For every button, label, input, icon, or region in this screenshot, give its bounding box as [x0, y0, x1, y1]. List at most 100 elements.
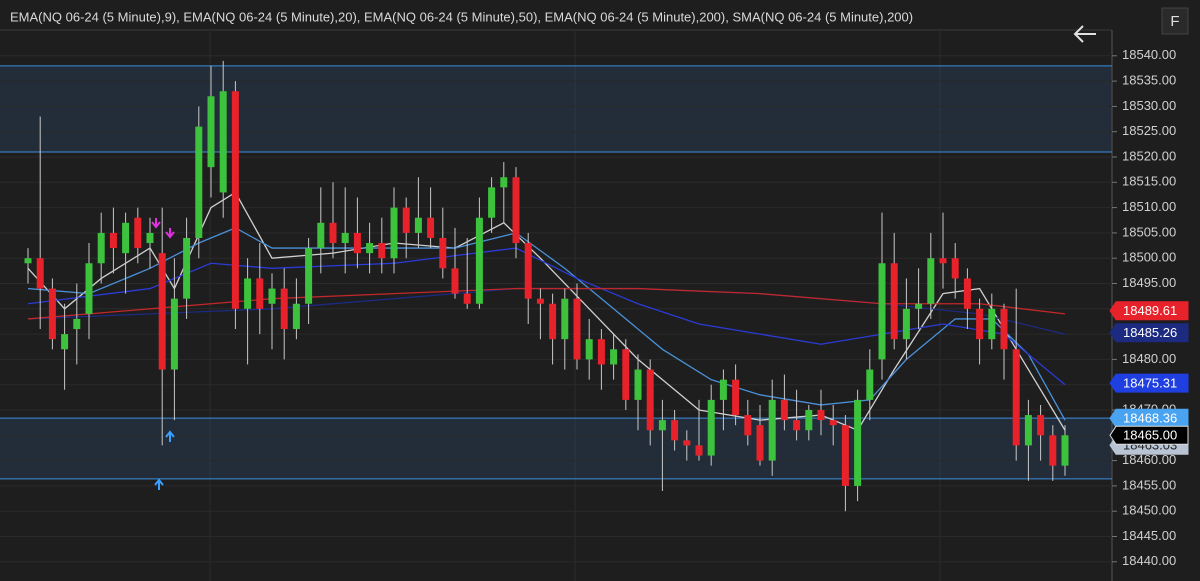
candle-body	[305, 248, 313, 304]
candle-body	[353, 232, 361, 254]
candle-body	[158, 253, 166, 370]
candle-body	[219, 91, 227, 193]
y-tick-label: 18525.00	[1122, 123, 1176, 138]
candle-body	[85, 263, 93, 314]
candle-body	[451, 268, 459, 294]
candle-body	[622, 349, 630, 400]
candle-body	[890, 263, 898, 340]
candle-body	[1012, 349, 1020, 446]
y-tick-label: 18480.00	[1122, 351, 1176, 366]
candle-body	[939, 258, 947, 264]
y-tick-label: 18450.00	[1122, 503, 1176, 518]
candle-body	[963, 278, 971, 309]
candle-body	[280, 288, 288, 330]
candle-body	[500, 177, 508, 188]
price-badge-label: 18465.00	[1123, 428, 1177, 443]
candle-body	[475, 217, 483, 304]
candle-body	[439, 237, 447, 269]
candle-body	[976, 308, 984, 340]
candle-body	[170, 298, 178, 370]
candle-body	[427, 217, 435, 238]
signal-arrow	[151, 218, 161, 229]
plot	[0, 55, 1112, 563]
candle-body	[109, 232, 117, 249]
y-tick-label: 18520.00	[1122, 148, 1176, 163]
candle-body	[585, 339, 593, 360]
candle-body	[292, 303, 300, 330]
candle-body	[719, 379, 727, 400]
candle-body	[793, 420, 801, 431]
candle-body	[1049, 435, 1057, 466]
candle-body	[48, 288, 56, 340]
candle-body	[97, 232, 105, 264]
candle-body	[317, 222, 325, 249]
candle-body	[573, 298, 581, 360]
signal-arrow	[165, 430, 175, 442]
candle-body	[488, 187, 496, 218]
candle-body	[512, 177, 520, 244]
candle-body	[805, 410, 813, 431]
signal-arrow	[154, 478, 164, 490]
candle-body	[463, 293, 471, 304]
y-tick-label: 18505.00	[1122, 224, 1176, 239]
candle-body	[695, 445, 703, 456]
candle-body	[414, 217, 422, 233]
candle-body	[1024, 415, 1032, 446]
price-badge	[1109, 408, 1189, 428]
candle-body	[195, 126, 203, 238]
y-tick-label: 18535.00	[1122, 73, 1176, 88]
y-tick-label: 18515.00	[1122, 174, 1176, 189]
candle-body	[1061, 435, 1069, 466]
candle-body	[231, 91, 239, 309]
candle-body	[207, 96, 215, 168]
candle-body	[756, 425, 764, 461]
candle-body	[146, 232, 154, 244]
candle-body	[866, 369, 874, 400]
back-button[interactable]	[1073, 25, 1096, 43]
candle-body	[61, 334, 69, 350]
candle-body	[378, 243, 386, 259]
candle-body	[536, 298, 544, 304]
candle-body	[268, 288, 276, 304]
candle-body	[878, 263, 886, 360]
candle-body	[402, 207, 410, 233]
signal-arrow	[165, 228, 175, 239]
y-tick-label: 18455.00	[1122, 477, 1176, 492]
candle-body	[1000, 308, 1008, 350]
zone	[0, 418, 1112, 479]
candle-body	[122, 222, 130, 254]
y-tick-label: 18540.00	[1122, 47, 1176, 62]
candle-body	[597, 339, 605, 365]
candle-body	[915, 303, 923, 309]
candle-body	[634, 369, 642, 400]
candle-body	[244, 278, 252, 309]
y-tick-label: 18495.00	[1122, 275, 1176, 290]
candle-body	[707, 399, 715, 456]
candle-body	[183, 237, 191, 299]
price-badge-label: 18475.31	[1123, 376, 1177, 391]
candle-body	[329, 222, 337, 244]
candle-body	[683, 440, 691, 446]
candle-body	[24, 258, 32, 264]
price-badge	[1109, 323, 1189, 343]
candle-body	[988, 308, 996, 340]
ma-line	[27, 247, 1066, 386]
y-tick-label: 18460.00	[1122, 452, 1176, 467]
candle-body	[732, 379, 740, 416]
candle-body	[341, 232, 349, 244]
candle-body	[951, 258, 959, 279]
candle-body	[902, 308, 910, 340]
price-badge-label: 18485.26	[1123, 325, 1177, 340]
candle-body	[744, 415, 752, 436]
candle-body	[646, 369, 654, 431]
candle-body	[610, 349, 618, 365]
candle-body	[927, 258, 935, 304]
candle-body	[134, 217, 142, 249]
f-button-label[interactable]: F	[1170, 13, 1179, 30]
f-button[interactable]	[1161, 7, 1189, 35]
candle-body	[854, 399, 862, 486]
y-tick-label: 18500.00	[1122, 250, 1176, 265]
candle-body	[73, 318, 81, 330]
